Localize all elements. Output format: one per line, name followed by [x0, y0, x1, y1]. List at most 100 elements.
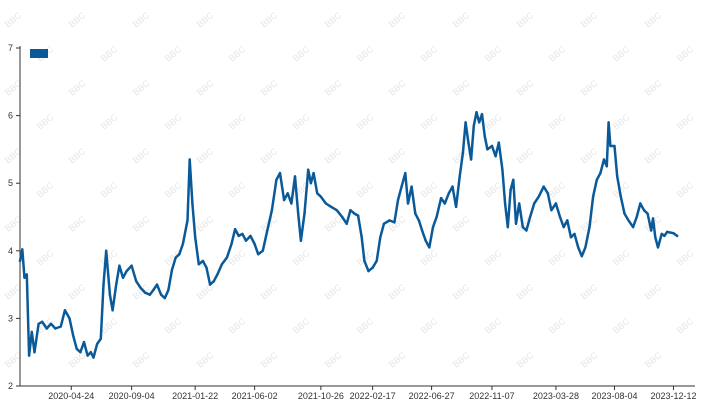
- series-point: [646, 212, 649, 215]
- series-point: [396, 198, 400, 202]
- x-tick-label: 2021-10-26: [298, 391, 344, 401]
- series-point: [178, 253, 181, 256]
- watermark-text: BBC: [675, 112, 696, 132]
- series-point: [569, 236, 573, 239]
- series-point: [144, 291, 147, 294]
- watermark-text: BBC: [227, 112, 248, 132]
- x-tick-label: 2020-04-24: [48, 391, 94, 401]
- watermark-text: BBC: [3, 10, 24, 30]
- series-point: [75, 347, 78, 350]
- x-tick-label: 2022-11-07: [469, 391, 514, 401]
- watermark-text: BBC: [643, 282, 664, 302]
- watermark-text: BBC: [3, 146, 24, 166]
- watermark-text: BBC: [579, 78, 600, 98]
- watermark-text: BBC: [611, 44, 632, 64]
- series-point: [135, 280, 138, 283]
- y-tick-label: 4: [8, 246, 13, 256]
- y-axis: 2 3 4 5 6 7: [8, 43, 21, 391]
- watermark-text: BBC: [35, 112, 56, 132]
- watermark-text: BBC: [451, 78, 472, 98]
- series-point: [375, 259, 378, 263]
- watermark-text: BBC: [547, 316, 568, 336]
- x-tick-label: 2023-08-04: [591, 391, 637, 401]
- series-point: [92, 356, 95, 359]
- series-point: [293, 175, 297, 178]
- series-point: [472, 124, 475, 127]
- series-point: [71, 334, 75, 337]
- watermark-text: BBC: [131, 78, 152, 98]
- y-tick-label: 3: [8, 313, 13, 323]
- series-point: [23, 276, 26, 279]
- series-point: [512, 178, 515, 181]
- watermark-text: BBC: [131, 10, 152, 30]
- legend-swatch[interactable]: [30, 49, 48, 58]
- series-point: [125, 269, 128, 273]
- series-point: [550, 209, 553, 212]
- watermark-text: BBC: [131, 214, 152, 234]
- series-point: [139, 286, 142, 290]
- watermark-text: BBC: [323, 350, 344, 370]
- series-point: [286, 192, 289, 195]
- series-point: [417, 219, 421, 222]
- series-point: [299, 239, 303, 242]
- x-tick-label: 2021-06-02: [232, 391, 278, 401]
- series-point: [194, 236, 197, 239]
- watermark-text: BBC: [163, 112, 184, 132]
- series-point: [635, 215, 638, 219]
- watermark-text: BBC: [515, 282, 536, 302]
- series-point: [490, 144, 494, 148]
- watermark-text: BBC: [451, 282, 472, 302]
- series-point: [367, 269, 370, 273]
- watermark-text: BBC: [323, 78, 344, 98]
- series-point: [21, 248, 24, 251]
- series-point: [656, 246, 660, 249]
- series-point: [443, 202, 446, 205]
- watermark-layer: BBC BBC BBC BBC BBC BBC BBC BBC BBC BBC BBC BBC BBC B…: [3, 10, 696, 370]
- y-tick-label: 6: [8, 111, 13, 121]
- watermark-text: BBC: [163, 44, 184, 64]
- watermark-text: BBC: [259, 146, 280, 166]
- watermark-text: BBC: [515, 350, 536, 370]
- series-point: [619, 195, 622, 198]
- watermark-text: BBC: [323, 10, 344, 30]
- series-point: [99, 337, 103, 340]
- series-point: [631, 225, 635, 229]
- watermark-text: BBC: [99, 44, 120, 64]
- series-point: [469, 158, 473, 161]
- watermark-text: BBC: [483, 180, 504, 200]
- series-point: [225, 256, 229, 259]
- series-point: [241, 232, 244, 236]
- watermark-text: BBC: [675, 248, 696, 268]
- series-point: [591, 195, 595, 198]
- series-point: [319, 195, 323, 198]
- series-point: [330, 205, 333, 209]
- watermark-text: BBC: [419, 316, 440, 336]
- series-point: [197, 263, 200, 266]
- series-point: [237, 234, 240, 238]
- watermark-text: BBC: [579, 146, 600, 166]
- watermark-text: BBC: [643, 146, 664, 166]
- watermark-text: BBC: [195, 350, 216, 370]
- watermark-text: BBC: [195, 78, 216, 98]
- watermark-text: BBC: [259, 10, 280, 30]
- legend[interactable]: [30, 49, 48, 58]
- series-point: [41, 320, 44, 323]
- watermark-text: BBC: [387, 282, 408, 302]
- watermark-text: BBC: [227, 44, 248, 64]
- series-point: [105, 249, 108, 252]
- series-point: [521, 225, 524, 229]
- series-point: [170, 268, 174, 271]
- series-point: [349, 209, 352, 212]
- series-point: [159, 293, 163, 296]
- series-point: [478, 121, 481, 124]
- watermark-text: BBC: [483, 112, 504, 132]
- series-point: [542, 185, 545, 188]
- series-point: [528, 215, 532, 219]
- series-point: [393, 221, 396, 224]
- series-point: [663, 234, 666, 238]
- series-point: [111, 309, 114, 312]
- series-point: [261, 249, 264, 252]
- watermark-text: BBC: [291, 44, 312, 64]
- series-point: [533, 202, 536, 205]
- watermark-text: BBC: [419, 112, 440, 132]
